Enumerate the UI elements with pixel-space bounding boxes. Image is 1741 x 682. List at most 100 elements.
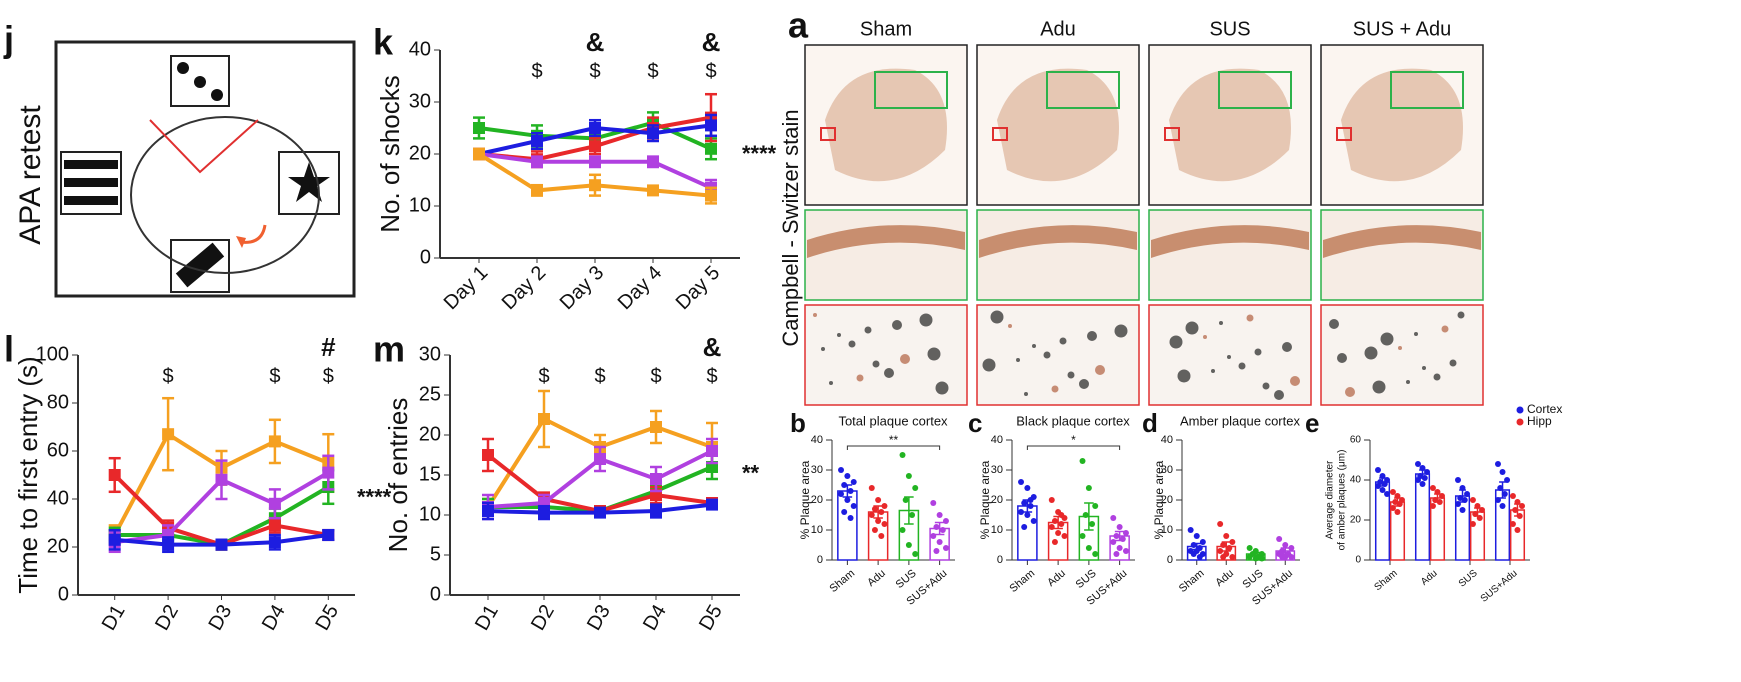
plaque: [1032, 344, 1036, 348]
x-tick-label: D3: [583, 601, 615, 634]
column-title: Adu: [1040, 18, 1076, 40]
micrograph: [1320, 209, 1484, 301]
plaque: [1337, 353, 1347, 363]
legend-marker: [1516, 418, 1524, 426]
y-tick-label: 20: [419, 423, 441, 445]
tissue: [807, 225, 965, 258]
plaque: [1433, 373, 1441, 381]
plaque: [1185, 321, 1199, 335]
data-point: [912, 485, 919, 491]
marker: [538, 506, 550, 519]
data-point: [905, 473, 912, 479]
plaque: [1282, 342, 1292, 352]
data-point: [1457, 495, 1464, 501]
data-point: [1196, 554, 1203, 560]
legend-marker: [1516, 406, 1524, 414]
marker: [589, 122, 601, 134]
data-point: [1379, 487, 1386, 493]
marker: [215, 538, 228, 551]
inset-box: [1046, 71, 1120, 109]
plaque: [1254, 348, 1262, 356]
data-point: [850, 503, 857, 509]
data-point: [1288, 554, 1295, 560]
inset-box: [820, 127, 836, 141]
y-tick-label: 60: [1350, 435, 1362, 446]
plaque: [1016, 358, 1020, 362]
plaque: [1024, 392, 1028, 396]
plaque: [872, 360, 880, 368]
y-axis-label: No. of entries: [383, 398, 413, 553]
y-tick-label: 0: [58, 583, 69, 605]
annotation: $: [323, 365, 334, 387]
x-tick-label: Adu: [1213, 567, 1236, 589]
y-tick-label: 100: [36, 343, 69, 365]
data-point: [1193, 533, 1200, 539]
plaque: [856, 374, 864, 382]
y-tick-label: 40: [1350, 475, 1362, 486]
data-point: [1497, 485, 1504, 491]
data-point: [878, 509, 885, 515]
plaque: [935, 381, 949, 395]
data-point: [1018, 479, 1025, 485]
data-point: [1258, 555, 1265, 562]
marker: [589, 179, 601, 192]
data-point: [1459, 507, 1466, 513]
data-point: [1282, 542, 1289, 548]
plaque: [1246, 314, 1254, 322]
tissue: [1323, 225, 1481, 258]
data-point: [1246, 554, 1253, 560]
marker: [268, 497, 281, 510]
x-tick-label: D5: [695, 601, 727, 634]
marker: [706, 445, 718, 457]
data-point: [1018, 509, 1025, 515]
plaque: [1177, 369, 1191, 383]
plaque: [1059, 337, 1067, 345]
data-point: [1220, 554, 1227, 560]
y-tick-label: 80: [47, 391, 69, 413]
data-point: [1021, 500, 1028, 506]
legend-label: Hipp: [1527, 414, 1552, 428]
y-tick-label: 20: [47, 535, 69, 557]
y-axis-label: % Plaque area: [1152, 460, 1166, 539]
plaque: [1203, 335, 1207, 339]
marker: [531, 135, 543, 147]
annotation: $: [538, 365, 549, 387]
data-point: [844, 473, 851, 479]
x-tick-label: SUS: [1457, 568, 1480, 590]
data-point: [1229, 554, 1236, 560]
data-point: [1509, 521, 1516, 527]
plaque: [1211, 369, 1215, 373]
marker: [162, 538, 175, 551]
data-point: [1122, 530, 1129, 536]
y-tick-label: 40: [811, 434, 823, 446]
annotation: #: [321, 332, 336, 362]
marker: [705, 142, 717, 155]
plaque: [813, 313, 817, 317]
data-point: [881, 503, 888, 509]
chart-title: Total plaque cortex: [838, 413, 948, 428]
marker: [473, 122, 485, 134]
data-point: [1110, 539, 1117, 545]
x-tick-label: D5: [311, 601, 343, 634]
legend-label: Cortex: [1527, 402, 1562, 416]
panel-letter: c: [968, 408, 982, 438]
plaque: [1372, 380, 1386, 394]
x-tick-label: Adu: [865, 567, 888, 589]
x-tick-label: Sham: [827, 567, 857, 595]
marker: [108, 469, 121, 481]
plaque: [900, 354, 910, 364]
data-point: [1429, 503, 1436, 509]
data-point: [1116, 545, 1123, 551]
inset-box: [1218, 71, 1292, 109]
plaque: [990, 310, 1004, 324]
plaque: [1238, 362, 1246, 370]
marker: [594, 453, 606, 465]
plaque: [1079, 379, 1089, 389]
x-tick-label: D3: [205, 601, 237, 634]
data-point: [1279, 554, 1286, 560]
data-point: [1089, 521, 1096, 527]
marker: [215, 473, 228, 486]
column-title: Sham: [860, 18, 912, 40]
marker: [538, 413, 550, 425]
marker: [650, 505, 662, 517]
